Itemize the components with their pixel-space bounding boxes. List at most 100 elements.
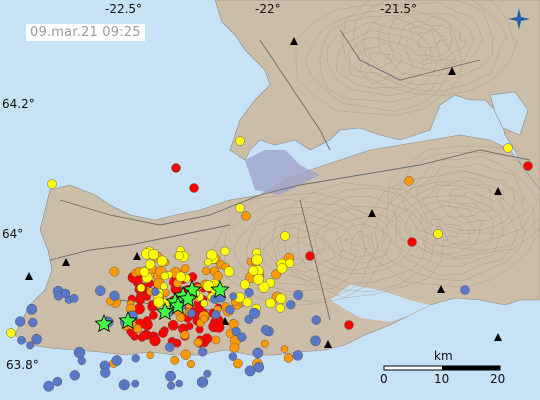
contour (295, 4, 463, 116)
quake-dot (433, 229, 443, 239)
volcano-icon (62, 258, 70, 266)
road (259, 39, 331, 151)
scale-tick: 0 (380, 372, 388, 386)
quake-dot (249, 307, 261, 319)
quake-dot (206, 249, 218, 261)
contour (314, 208, 406, 271)
quake-dot (344, 320, 354, 330)
contour (322, 216, 392, 264)
quake-dot (260, 325, 271, 335)
quake-dot (174, 251, 184, 261)
star-marker (118, 310, 138, 330)
quake-dot (229, 342, 240, 353)
contour (362, 0, 494, 85)
quake-dot (153, 296, 165, 308)
contour (277, 234, 326, 266)
quake-dot (285, 258, 295, 268)
star-marker (210, 279, 230, 299)
quake-dot (149, 310, 158, 320)
quake-dot (26, 341, 34, 350)
quake-dot (305, 251, 315, 261)
star-marker (155, 301, 175, 321)
contour (454, 191, 483, 210)
contour (319, 15, 450, 103)
contour (421, 170, 517, 232)
quake-dot (523, 161, 533, 171)
quake-dot (225, 305, 235, 315)
quake-dot (109, 266, 120, 277)
quake-dot (69, 370, 80, 381)
volcano-icon (25, 272, 33, 280)
volcano-icon (494, 187, 502, 195)
quake-dot (95, 285, 106, 296)
contour (386, 145, 540, 257)
quake-dot (283, 353, 294, 363)
quake-dot (165, 370, 176, 382)
quake-dot (167, 319, 179, 331)
quake-dot (43, 380, 55, 392)
quake-dot (15, 316, 26, 327)
timestamp: 09.mar.21 09:25 (26, 24, 145, 41)
quake-dot (231, 326, 241, 336)
quake-dot (151, 287, 160, 296)
road (339, 29, 481, 81)
lat-label: 64.2° (2, 97, 35, 111)
contour (297, 196, 429, 284)
quake-dot (139, 267, 150, 277)
contour (435, 176, 505, 224)
quake-dot (220, 246, 230, 256)
quake-dot (175, 379, 184, 388)
quake-dot (31, 333, 43, 345)
quake-dot (69, 293, 79, 303)
quake-dot (404, 176, 414, 186)
contour (304, 8, 457, 112)
quake-dot (148, 249, 160, 260)
quake-dot (180, 349, 191, 360)
quake-dot (265, 297, 276, 309)
quake-dot (200, 299, 208, 308)
quake-dot (211, 335, 221, 345)
volcano-icon (368, 209, 376, 217)
quake-dot (17, 336, 26, 345)
volcano-icon (437, 285, 445, 293)
quake-dot (251, 254, 263, 266)
quake-dot (202, 280, 215, 292)
quake-dot (252, 347, 264, 359)
quake-dot (211, 310, 221, 320)
quake-dot (253, 362, 264, 373)
quake-dot (237, 332, 247, 342)
quake-dot (229, 292, 238, 301)
quake-dot (175, 271, 186, 282)
quake-dot (189, 183, 199, 193)
scale-unit: km (434, 349, 453, 363)
quake-dot (293, 290, 304, 300)
quake-dot (275, 293, 287, 304)
quake-dot (196, 376, 209, 388)
compass-icon (508, 8, 530, 30)
quake-dot (145, 259, 156, 270)
contour (404, 200, 494, 260)
quake-dot (171, 163, 181, 173)
quake-dot (235, 203, 245, 213)
quake-dot (186, 359, 195, 368)
lon-label: -22° (255, 2, 281, 16)
quake-dot (146, 351, 154, 359)
quake-dot (156, 255, 168, 267)
quake-dot (26, 303, 38, 315)
quake-dot (244, 288, 254, 298)
quake-dot (176, 313, 186, 322)
quake-dot (460, 285, 470, 295)
contour (336, 29, 429, 89)
quake-dot (202, 266, 211, 276)
contour (233, 207, 368, 292)
contour (387, 13, 476, 72)
quake-dot (47, 179, 57, 189)
quake-dot (198, 347, 208, 357)
volcano-icon (290, 37, 298, 45)
quake-dot (286, 300, 296, 310)
quake-dot (149, 334, 161, 347)
quake-dot (242, 297, 253, 308)
contour-lines (213, 0, 540, 307)
lake (489, 91, 529, 136)
